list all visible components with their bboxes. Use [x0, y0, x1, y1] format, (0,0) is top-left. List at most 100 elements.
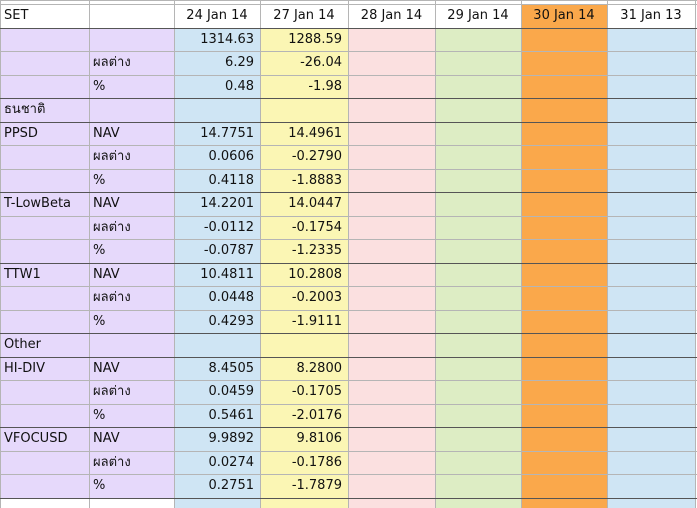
row-label: %: [93, 314, 106, 329]
grid-hline: [0, 122, 697, 123]
row-label: ผลต่าง: [93, 149, 131, 164]
value-27-jan: 9.8106: [296, 431, 343, 446]
value-24-jan: 1314.63: [200, 32, 254, 47]
grid-hline: [0, 286, 697, 287]
value-24-jan: 0.2751: [208, 478, 255, 493]
date-column-fill: [260, 28, 348, 508]
row-label: ผลต่าง: [93, 384, 131, 399]
header-date: 24 Jan 14: [174, 4, 260, 28]
row-label: %: [93, 79, 106, 94]
grid-hline: [0, 427, 697, 428]
fund-name: T-LowBeta: [4, 196, 72, 211]
value-27-jan: -0.1786: [291, 455, 342, 470]
label-area-fill: [0, 216, 174, 240]
value-24-jan: 0.0606: [208, 149, 255, 164]
value-24-jan: 9.9892: [208, 431, 255, 446]
date-column-fill: [174, 28, 260, 508]
label-area-fill: [0, 122, 174, 146]
grid-hline: [0, 75, 697, 76]
value-27-jan: -1.98: [308, 79, 342, 94]
date-column-fill: [607, 28, 695, 508]
value-27-jan: 1288.59: [288, 32, 342, 47]
row-label: NAV: [93, 361, 120, 376]
label-area-fill: [0, 427, 174, 451]
header-label: SET: [4, 8, 29, 23]
value-24-jan: 0.0274: [208, 455, 255, 470]
grid-hline: [0, 380, 697, 381]
grid-vline: [260, 0, 261, 508]
value-24-jan: 0.0459: [208, 384, 255, 399]
value-24-jan: 0.48: [225, 79, 254, 94]
grid-hline: [0, 98, 697, 99]
grid-vline: [0, 0, 1, 508]
grid-hline: [0, 333, 697, 334]
grid-hline: [0, 145, 697, 146]
row-label: NAV: [93, 126, 120, 141]
date-column-fill: [435, 28, 521, 508]
value-27-jan: 8.2800: [296, 361, 343, 376]
label-area-fill: [0, 451, 174, 475]
value-27-jan: -0.2790: [291, 149, 342, 164]
label-area-fill: [0, 75, 174, 99]
header-date: 29 Jan 14: [435, 4, 521, 28]
value-24-jan: 0.4293: [208, 314, 255, 329]
grid-hline: [0, 498, 697, 499]
label-area-fill: [0, 169, 174, 193]
header-date: 31 Jan 13: [607, 4, 695, 28]
value-27-jan: -0.2003: [291, 290, 342, 305]
header-date: 30 Jan 14: [521, 4, 607, 28]
grid-hline: [0, 216, 697, 217]
label-area-fill: [0, 28, 174, 52]
row-label: %: [93, 478, 106, 493]
value-27-jan: -2.0176: [291, 408, 342, 423]
grid-vline: [89, 0, 90, 508]
grid-vline: [607, 0, 608, 508]
value-24-jan: -0.0787: [203, 243, 254, 258]
row-label: %: [93, 408, 106, 423]
grid-vline: [695, 0, 696, 508]
value-27-jan: 10.2808: [288, 267, 342, 282]
grid-hline: [0, 192, 697, 193]
grid-vline: [521, 0, 522, 508]
label-area-fill: [0, 145, 174, 169]
value-27-jan: -26.04: [300, 55, 342, 70]
label-area-fill: [0, 286, 174, 310]
label-area-fill: [0, 263, 174, 287]
grid-hline: [0, 239, 697, 240]
date-column-fill: [521, 28, 607, 508]
fund-name: HI-DIV: [4, 361, 46, 376]
value-24-jan: 8.4505: [208, 361, 255, 376]
row-label: ผลต่าง: [93, 55, 131, 70]
label-area-fill: [0, 357, 174, 381]
value-27-jan: -1.2335: [291, 243, 342, 258]
value-27-jan: 14.4961: [288, 126, 342, 141]
row-label: [89, 28, 174, 52]
grid-hline: [0, 310, 697, 311]
grid-hline: [0, 4, 697, 5]
grid-hline: [0, 263, 697, 264]
label-area-fill: [0, 333, 174, 357]
grid-hline: [0, 451, 697, 452]
label-area-fill: [0, 310, 174, 334]
value-27-jan: -1.8883: [291, 173, 342, 188]
fund-name: VFOCUSD: [4, 431, 68, 446]
value-24-jan: 6.29: [225, 55, 254, 70]
label-area-fill: [0, 474, 174, 498]
label-area-fill: [0, 239, 174, 263]
grid-vline: [435, 0, 436, 508]
value-27-jan: -0.1754: [291, 220, 342, 235]
grid-hline: [0, 404, 697, 405]
row-label: %: [93, 243, 106, 258]
grid-vline: [348, 0, 349, 508]
value-24-jan: 0.5461: [208, 408, 255, 423]
grid-hline: [0, 357, 697, 358]
grid-hline: [0, 474, 697, 475]
row-label: NAV: [93, 267, 120, 282]
row-label: ผลต่าง: [93, 290, 131, 305]
value-27-jan: -0.1705: [291, 384, 342, 399]
fund-name: TTW1: [4, 267, 41, 282]
row-label: %: [93, 173, 106, 188]
fund-name: PPSD: [4, 126, 38, 141]
grid-hline: [0, 51, 697, 52]
